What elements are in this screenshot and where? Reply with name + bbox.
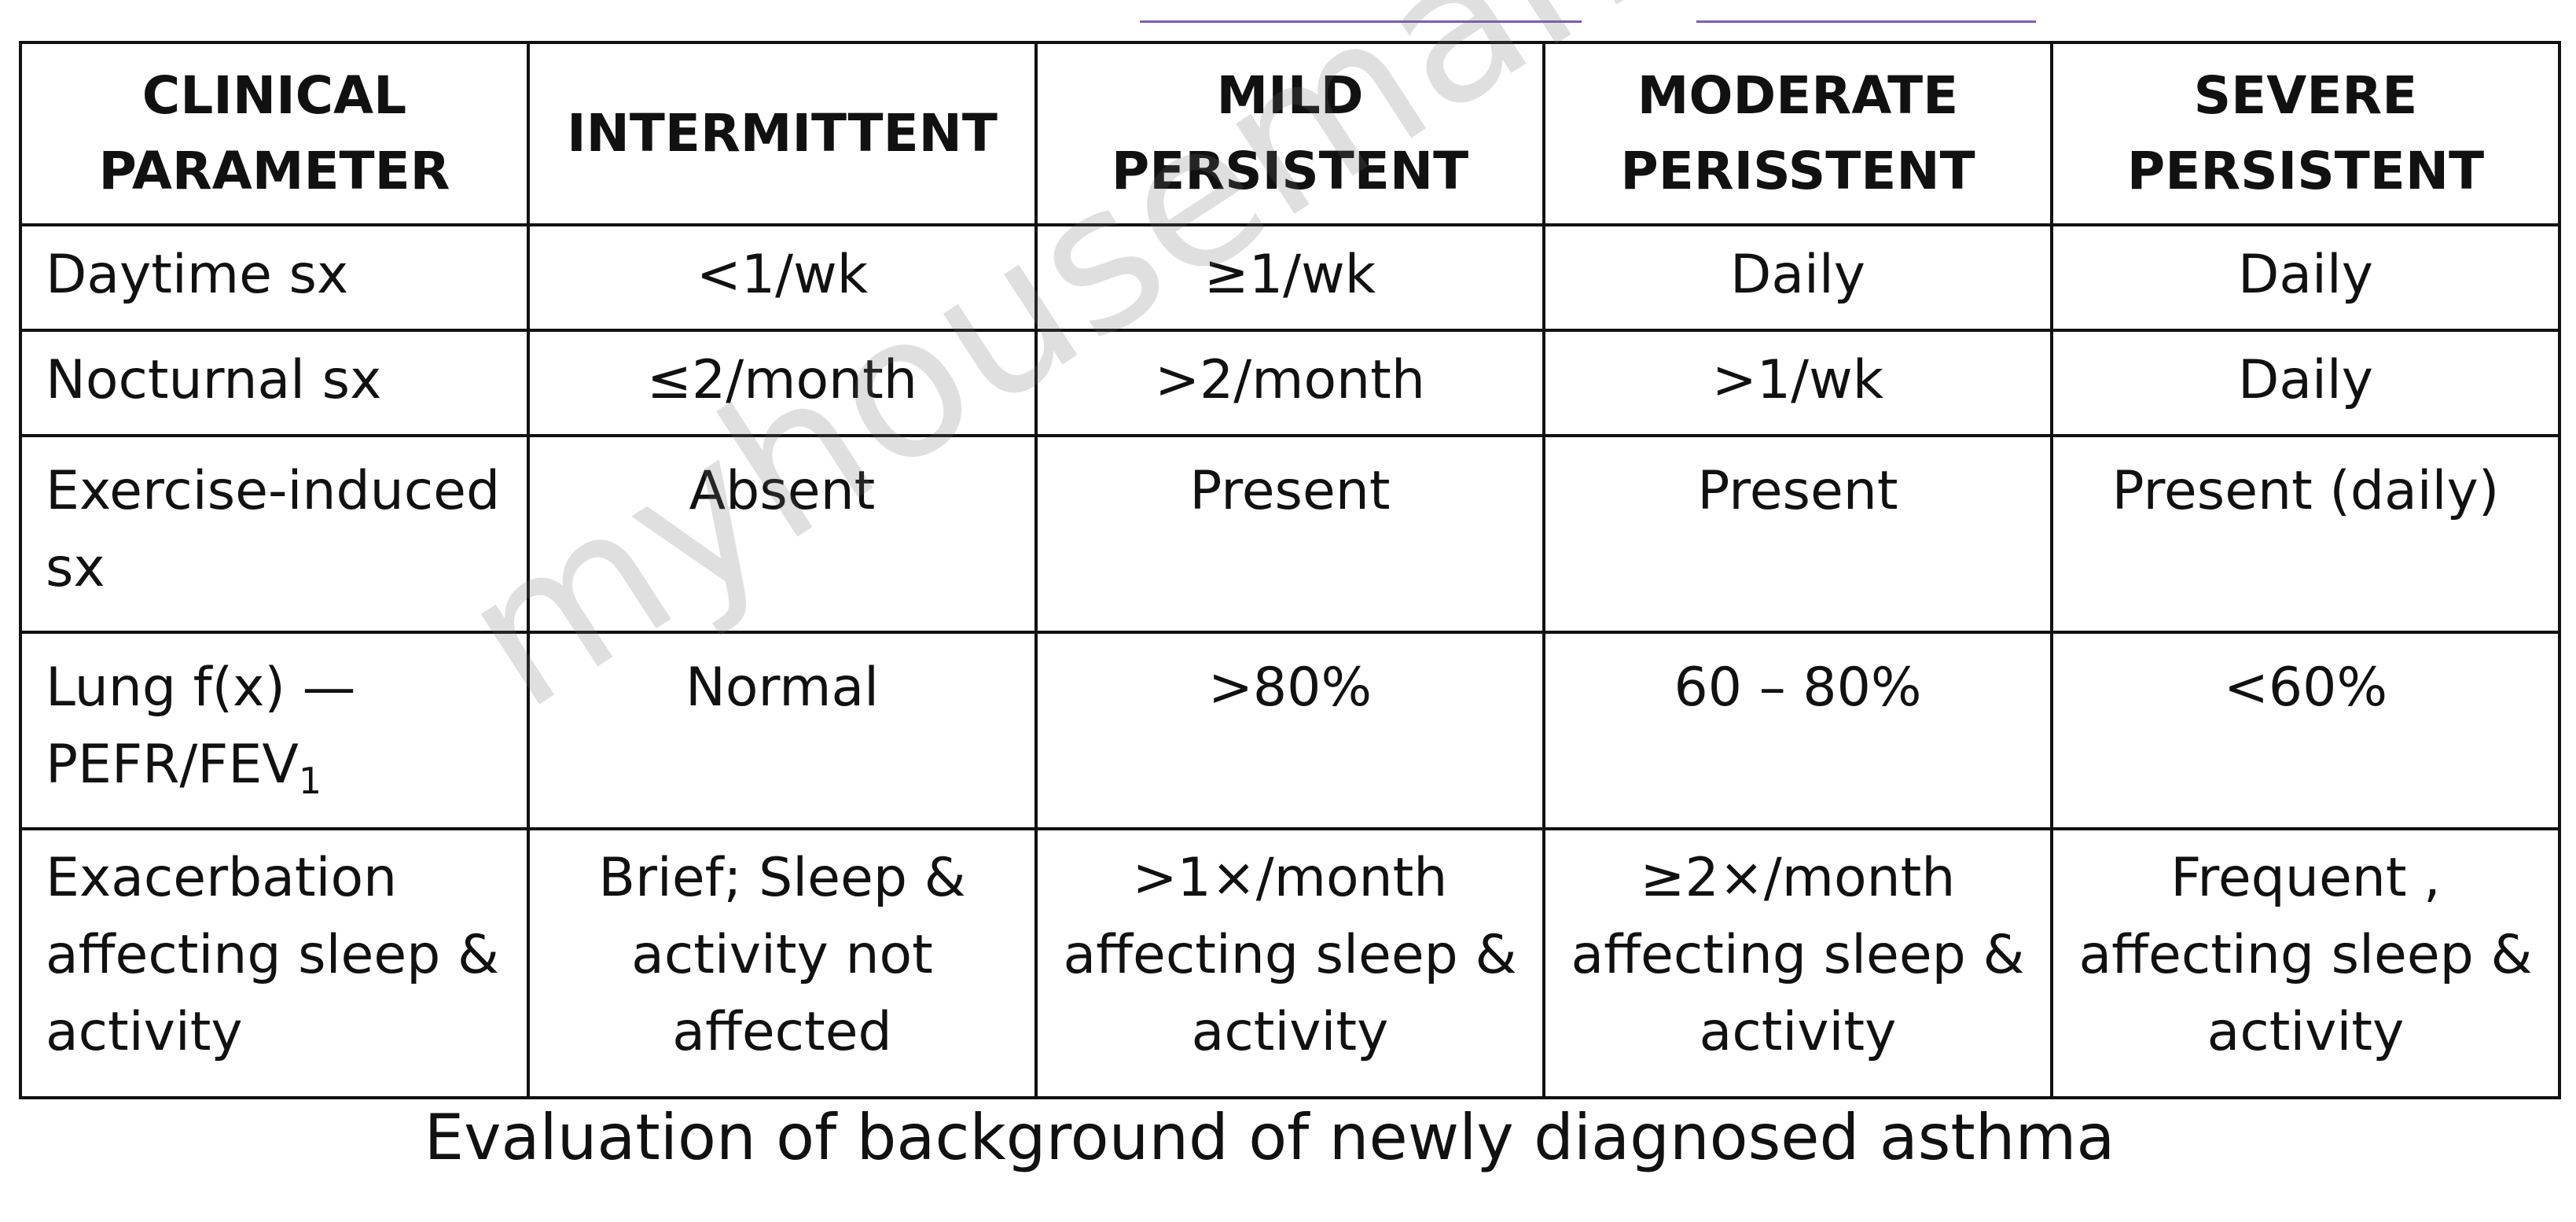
cell-severe: Frequent , affecting sleep & activity [2050,827,2561,1099]
cell-severe: Present (daily) [2050,434,2561,634]
table-row: Nocturnal sx ≤2/month >2/month >1/wk Dai… [19,329,2561,437]
cell-intermittent: Absent [527,434,1038,634]
table-header-row: CLINICAL PARAMETER INTERMITTENT MILD PER… [19,41,2561,226]
table-row: Daytime sx <1/wk ≥1/wk Daily Daily [19,223,2561,332]
cell-moderate: >1/wk [1542,329,2053,437]
fev-subscript: 1 [298,760,322,802]
cell-moderate: Daily [1542,223,2053,332]
row-parameter-nocturnal: Nocturnal sx [19,329,530,437]
cell-mild: ≥1/wk [1034,223,1545,332]
cell-moderate: ≥2×/month affecting sleep & activity [1542,827,2053,1099]
row-parameter-exercise: Exercise-induced sx [19,434,530,634]
cell-intermittent: ≤2/month [527,329,1038,437]
cell-mild: >2/month [1034,329,1545,437]
table-row: Lung f(x) — PEFR/FEV1 Normal >80% 60 – 8… [19,631,2561,830]
cell-moderate: Present [1542,434,2053,634]
header-severe-persistent: SEVERE PERSISTENT [2050,41,2561,226]
cell-severe: <60% [2050,631,2561,830]
cell-intermittent: <1/wk [527,223,1038,332]
table-row: Exercise-induced sx Absent Present Prese… [19,434,2561,634]
header-clinical-parameter: CLINICAL PARAMETER [19,41,530,226]
cell-mild: >80% [1034,631,1545,830]
asthma-severity-table: CLINICAL PARAMETER INTERMITTENT MILD PER… [19,41,2561,1099]
header-moderate-persistent: MODERATE PERISSTENT [1542,41,2053,226]
cell-mild: Present [1034,434,1545,634]
lung-function-line1: Lung f(x) — [46,657,356,719]
cell-severe: Daily [2050,329,2561,437]
lung-function-line2: PEFR/FEV1 [46,727,509,804]
table-row: Exacerbation affecting sleep & activity … [19,827,2561,1099]
cell-intermittent: Normal [527,631,1038,830]
header-mild-persistent: MILD PERSISTENT [1034,41,1545,226]
pefr-fev-label: PEFR/FEV [46,734,299,796]
decorative-line-right [1696,20,2036,23]
cell-severe: Daily [2050,223,2561,332]
header-intermittent: INTERMITTENT [527,41,1038,226]
cell-mild: >1×/month affecting sleep & activity [1034,827,1545,1099]
decorative-line-left [1140,20,1582,23]
cell-moderate: 60 – 80% [1542,631,2053,830]
table-caption: Evaluation of background of newly diagno… [424,1101,2115,1174]
cell-intermittent: Brief; Sleep & activity not affected [527,827,1038,1099]
row-parameter-exacerbation: Exacerbation affecting sleep & activity [19,827,530,1099]
row-parameter-lung-function: Lung f(x) — PEFR/FEV1 [19,631,530,830]
row-parameter-daytime: Daytime sx [19,223,530,332]
